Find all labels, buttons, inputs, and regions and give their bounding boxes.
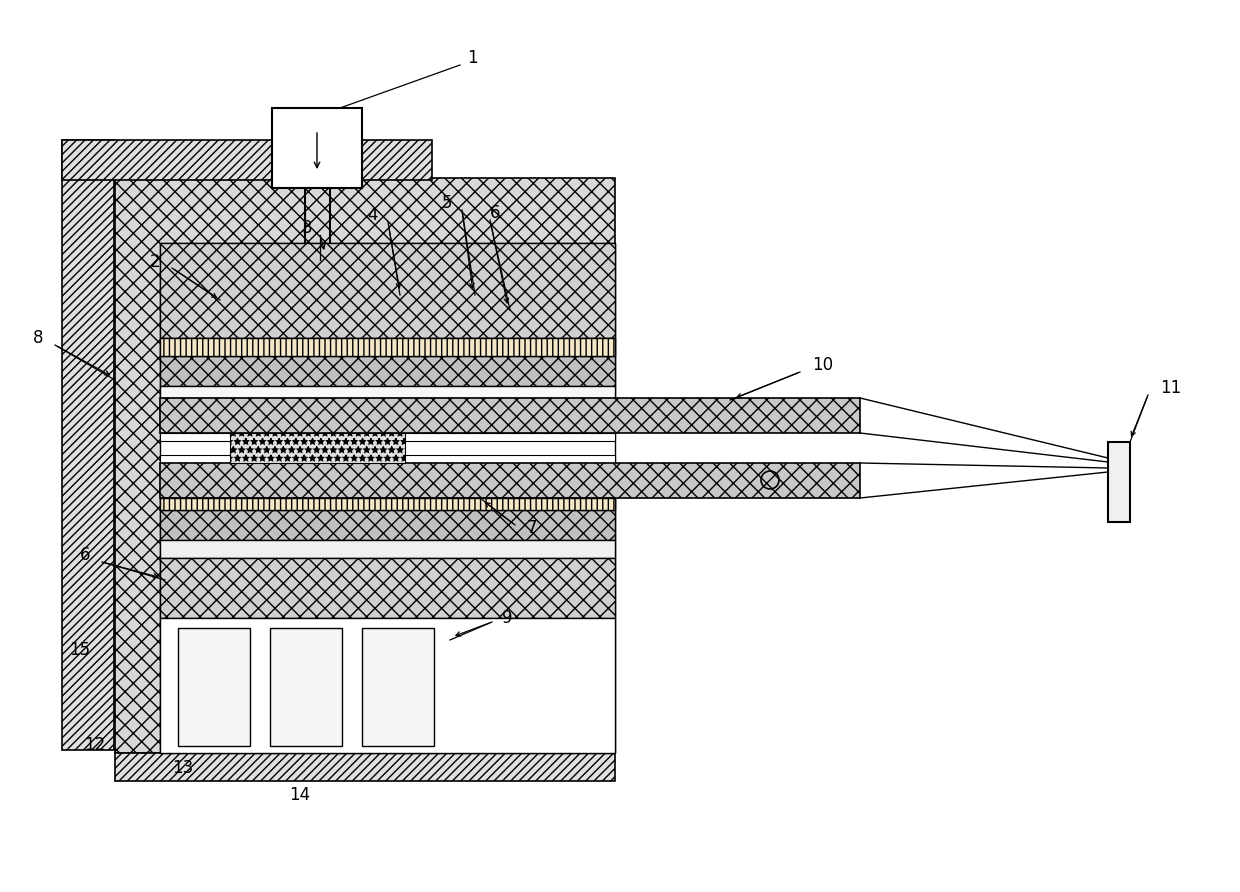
Text: 13: 13 [172,759,193,777]
Bar [160,618,615,753]
Bar [115,178,615,753]
Bar [362,628,434,746]
Text: 7: 7 [527,519,537,537]
Text: 1: 1 [466,49,477,67]
Text: 5: 5 [441,194,453,212]
Bar [160,356,615,386]
Bar [160,558,615,618]
Bar [160,243,615,753]
Text: 14: 14 [289,786,310,804]
Bar [160,540,615,558]
Bar [160,498,615,510]
Bar [62,140,432,180]
Text: 2: 2 [149,253,160,271]
Text: 11: 11 [1159,379,1182,397]
Bar [272,108,362,188]
Bar [62,140,114,750]
Text: 6: 6 [79,546,91,564]
Bar [160,338,615,356]
Bar [160,433,615,441]
Bar [115,753,615,781]
Bar [1109,442,1130,522]
Text: 15: 15 [69,641,91,659]
Bar [229,433,405,463]
Text: 8: 8 [32,329,43,347]
Bar [160,455,615,463]
Bar [160,338,615,356]
Text: 12: 12 [84,736,105,754]
Bar [160,243,615,338]
Bar [160,463,861,498]
Text: 3: 3 [301,219,312,237]
Text: 4: 4 [367,206,378,224]
Bar [160,510,615,540]
Bar [160,386,615,398]
Bar [160,498,615,510]
Bar [160,398,861,433]
Text: 10: 10 [812,356,833,374]
Text: 9: 9 [502,609,512,627]
Bar [270,628,342,746]
Text: 6: 6 [490,204,501,222]
Bar [179,628,250,746]
